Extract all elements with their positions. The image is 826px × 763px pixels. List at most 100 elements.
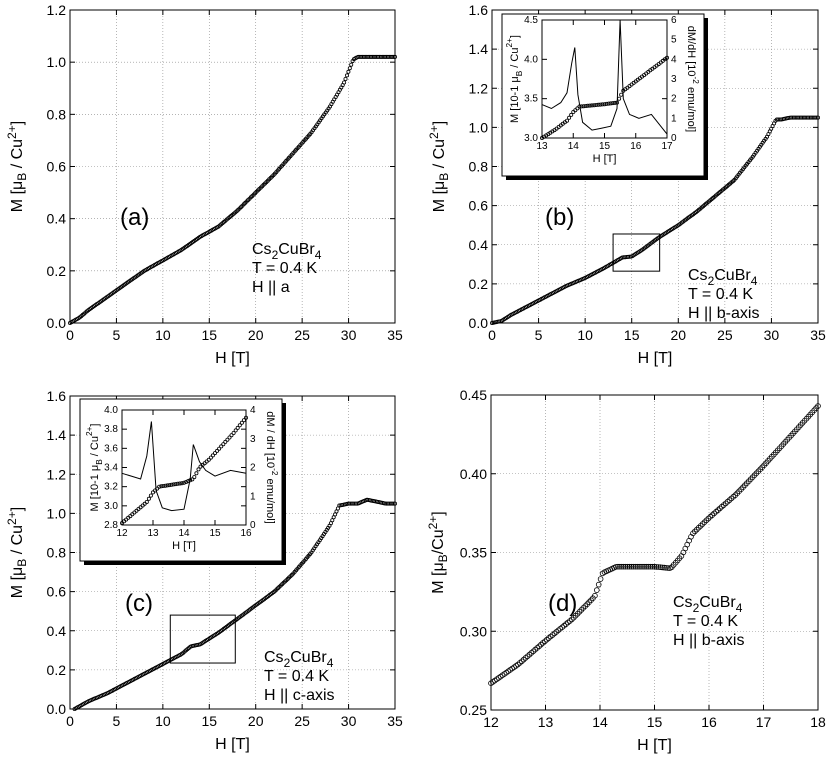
inset-c-data-point — [206, 457, 211, 462]
inset-b-data-point — [592, 103, 597, 108]
inset-c-data-point — [241, 418, 246, 423]
panel-d-data-point — [655, 564, 662, 570]
panel-a-tick-label-y: 0.6 — [47, 159, 67, 175]
panel-a-data-point — [384, 54, 389, 59]
panel-d-data-point — [657, 564, 664, 570]
panel-d-data-point — [520, 656, 527, 663]
panel-c-x-axis-label: H [T] — [215, 736, 250, 753]
panel-b-tick-label-x: 15 — [624, 327, 640, 343]
panel-a-annotation-line: H || a — [252, 279, 290, 296]
panel-a-data-point — [359, 54, 364, 59]
panel-d-data-point — [538, 641, 544, 648]
panel-b-tick-label-y: 1.0 — [469, 119, 489, 135]
panel-d-data-point — [732, 492, 739, 498]
panel-d-tick-label-y: 0.25 — [460, 702, 487, 718]
panel-a-annotation-line: Cs2CuBr4 — [252, 241, 322, 262]
panel-d-tick-label-y: 0.35 — [460, 545, 487, 561]
panel-b-tick-label-y: 0.6 — [469, 198, 489, 214]
panel-d-data-point — [722, 500, 729, 507]
inset-b-derivative-line — [541, 19, 668, 135]
panel-d-data-point — [701, 519, 708, 525]
inset-c-data-point — [175, 481, 180, 486]
panel-a-data-point — [344, 73, 349, 78]
panel-a-data-point — [357, 54, 362, 59]
inset-c-data-point — [161, 483, 166, 488]
panel-a-tick-label-y: 1.0 — [47, 54, 67, 70]
inset-b-frame — [541, 19, 668, 139]
panel-d-tick-label-y: 0.45 — [460, 387, 487, 403]
panel-d-data-point — [638, 563, 644, 570]
panel-a-y-axis-label: M [μB / Cu2+] — [5, 121, 29, 212]
panel-a-tick-label-y: 0.8 — [47, 106, 67, 122]
panel-c-tick-label-y: 0.4 — [47, 623, 67, 639]
panel-b-frame — [491, 9, 819, 324]
inset-c-data-point — [173, 482, 178, 487]
panel-c-tick-label-y: 0.8 — [47, 545, 67, 561]
inset-b-data-point — [598, 102, 603, 107]
panel-c-tick-label-y: 1.4 — [47, 427, 67, 443]
panel-a-tick-label-y: 0.0 — [47, 315, 67, 331]
panel-b-data-point — [813, 115, 818, 120]
panel-b-data-point — [808, 115, 813, 120]
panel-c-data-point — [392, 501, 397, 506]
panel-d-tick-label-x: 16 — [701, 714, 717, 730]
panel-d-data-point — [647, 563, 654, 570]
inset-b-tick-label-right: 2 — [671, 94, 677, 105]
panel-c-tick-label-y: 0.6 — [47, 584, 67, 600]
inset-c-x-axis-label: H [T] — [172, 540, 196, 552]
panel-b-tick-label-y: 0.0 — [469, 315, 489, 331]
panel-d-y-axis-label: M [μB/Cu2+] — [426, 511, 450, 594]
inset-c-data-point — [181, 480, 186, 485]
inset-b-tick-label-y: 3.5 — [524, 94, 538, 105]
inset-c-data-point — [221, 442, 226, 447]
inset-c-data-point — [219, 444, 224, 449]
panel-c: 0 5 10 15 20 25 30 350.00.20.40.60.81.01.21.41.… — [5, 388, 403, 753]
panel-b-data-point — [796, 115, 801, 120]
inset-b-data-point — [567, 115, 572, 120]
panel-b-tick-label-x: 10 — [577, 327, 593, 343]
inset-c-data-point — [171, 482, 176, 487]
panel-b-data-point — [799, 115, 804, 120]
panel-b-tick-label-x: 25 — [717, 327, 733, 343]
inset-b-tick-label-x: 17 — [661, 141, 673, 152]
panel-d-data-point — [649, 563, 656, 570]
inset-c-data-point — [212, 451, 217, 456]
panel-d-data-point — [693, 526, 700, 533]
panel-c-data-point — [352, 501, 357, 506]
panel-b-tick-label-y: 0.8 — [469, 159, 489, 175]
panel-a-data-point — [373, 54, 378, 59]
inset-b-data-point — [583, 104, 588, 109]
panel-d-data-point — [697, 523, 704, 529]
inset-c-data-point — [144, 499, 149, 504]
panel-b-tick-label-y: 1.4 — [469, 41, 489, 57]
panel-b-tick-label-x: 0 — [488, 327, 496, 343]
inset-b-tick-label-y: 4.0 — [524, 54, 538, 65]
panel-b-tick-label-y: 0.2 — [469, 276, 489, 292]
panel-b-annotation-line: T = 0.4 K — [688, 286, 753, 303]
panel-c-tick-label-y: 0.0 — [47, 701, 67, 717]
panel-c-tick-label-x: 15 — [201, 713, 217, 729]
panel-a-tick-label-y: 0.4 — [47, 211, 67, 227]
panel-c-tick-label-x: 35 — [387, 713, 403, 729]
panel-b-tick-label-y: 1.6 — [469, 2, 489, 18]
panel-a: 0 5 10 15 20 25 30 35 0.0 0.2 0.4 0.6 0.8 1.0 1.2 H [T]… — [5, 2, 403, 367]
panel-c-tick-label-x: 5 — [113, 713, 121, 729]
inset-c-tick-label-right: 1 — [250, 491, 256, 502]
panel-d-data-point — [692, 528, 698, 535]
inset-b-x-axis-label: H [T] — [593, 153, 617, 165]
panel-d-data-point — [709, 512, 715, 518]
inset-c-data-point — [196, 467, 201, 472]
inset-b-tick-label-right: 0 — [671, 133, 677, 144]
panel-d-x-axis-label: H [T] — [637, 737, 672, 754]
inset-b-data-point — [590, 103, 595, 108]
panel-d-data-point — [595, 581, 602, 588]
inset-b-tick-label-x: 13 — [536, 141, 548, 152]
panel-c-tick-label-y: 1.6 — [47, 388, 67, 404]
inset-b-y-axis-label-right: dM/dH [10-2 emu/mol] — [685, 26, 700, 132]
panel-d-tick-label-x: 15 — [647, 714, 663, 730]
panel-d-data-point — [615, 563, 621, 570]
panel-b-inset: 13 14 15 16 17 3.0 3.5 4.0 4.5 0 1 2 3 4 5 6 H [T] M [10-… — [501, 13, 708, 180]
panel-c-tick-label-y: 0.2 — [47, 662, 67, 678]
inset-b-tick-label-right: 4 — [671, 54, 677, 65]
panel-d-tick-label-x: 14 — [592, 714, 608, 730]
